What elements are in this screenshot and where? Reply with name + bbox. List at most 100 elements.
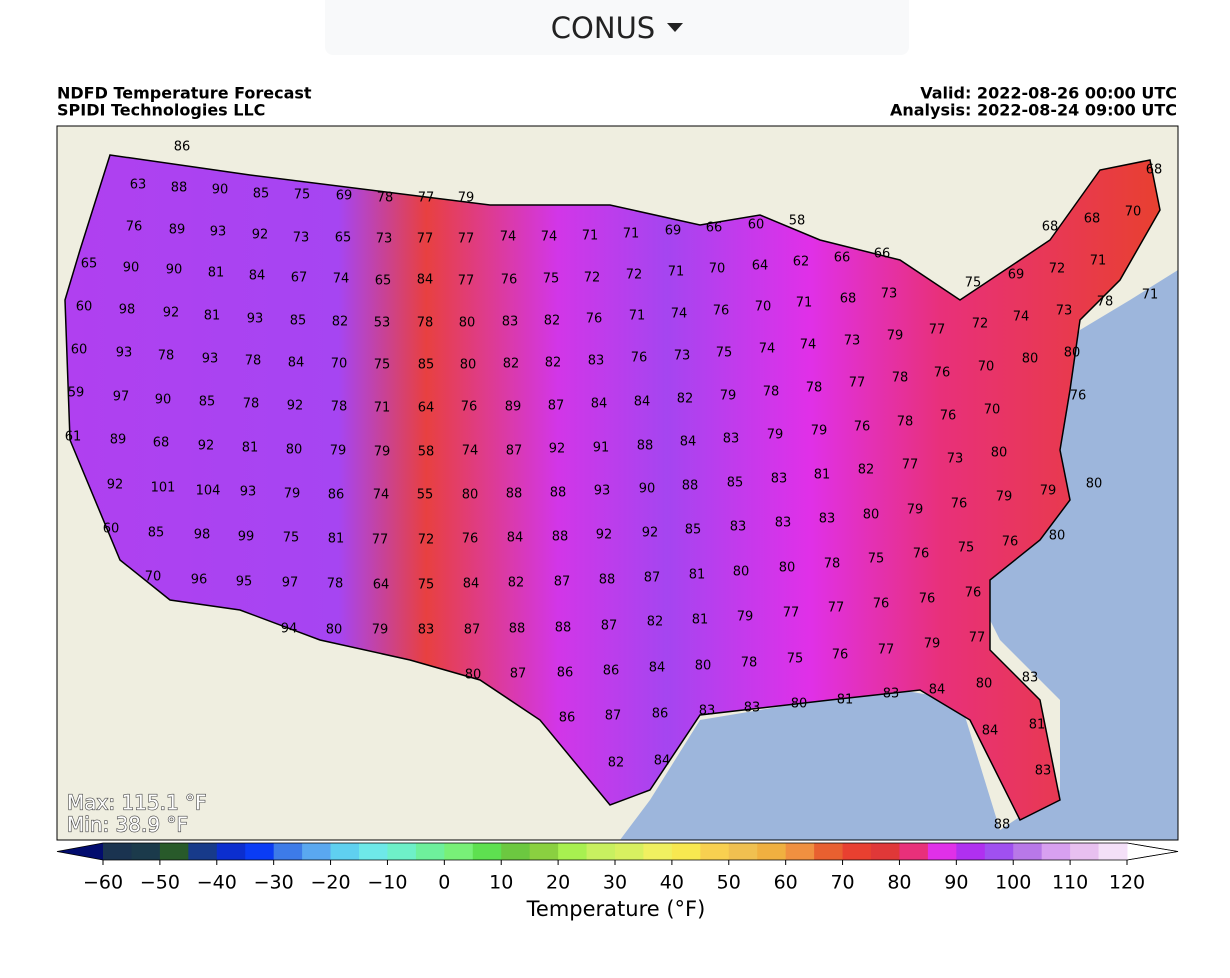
- land: [57, 126, 1178, 840]
- station-value: 78: [741, 656, 758, 671]
- station-value: 84: [249, 269, 266, 284]
- colorbar-tick-label: 50: [717, 872, 741, 894]
- station-value: 73: [844, 334, 861, 349]
- station-value: 90: [639, 482, 656, 497]
- colorbar-tick-label: 40: [660, 872, 684, 894]
- station-value: 77: [878, 643, 895, 658]
- station-value: 71: [623, 227, 640, 242]
- station-value: 75: [868, 552, 885, 567]
- colorbar-bin: [501, 843, 531, 860]
- station-value: 84: [463, 577, 480, 592]
- station-value: 98: [194, 528, 211, 543]
- colorbar-tick-label: −20: [311, 872, 351, 894]
- station-value: 76: [586, 312, 603, 327]
- region-label[interactable]: CONUS: [550, 10, 656, 45]
- station-value: 96: [191, 573, 208, 588]
- station-value: 74: [671, 307, 688, 322]
- colorbar-bin: [615, 843, 644, 860]
- station-value: 63: [130, 178, 147, 193]
- station-value: 68: [1042, 220, 1059, 235]
- station-value: 79: [887, 329, 904, 344]
- station-value: 83: [588, 354, 605, 369]
- station-value: 75: [294, 188, 311, 203]
- station-value: 78: [243, 397, 260, 412]
- station-value: 76: [713, 304, 730, 319]
- station-value: 71: [1142, 288, 1159, 303]
- station-value: 88: [506, 487, 523, 502]
- station-value: 81: [204, 309, 221, 324]
- station-value: 80: [462, 488, 479, 503]
- station-value: 66: [706, 221, 723, 236]
- colorbar-tick-label: −40: [197, 872, 237, 894]
- station-value: 78: [377, 191, 394, 206]
- colorbar-bin: [1013, 843, 1043, 860]
- station-value: 97: [282, 576, 299, 591]
- station-value: 55: [417, 488, 434, 503]
- station-value: 86: [603, 664, 620, 679]
- station-value: 76: [913, 547, 930, 562]
- station-value: 80: [465, 668, 482, 683]
- station-value: 80: [460, 358, 477, 373]
- caret[interactable]: [667, 22, 684, 33]
- station-value: 59: [68, 386, 85, 401]
- colorbar-bin: [330, 843, 360, 860]
- station-value: 79: [924, 637, 941, 652]
- station-value: 92: [198, 439, 215, 454]
- station-value: 58: [789, 214, 806, 229]
- station-value: 73: [293, 231, 310, 246]
- colorbar: −60 −50 −40 −30 −20 −10 0 10 20 30 40 50 60 70 80 90 100…: [56, 842, 1179, 894]
- station-value: 69: [336, 189, 353, 204]
- station-value: 78: [331, 400, 348, 415]
- station-value: 79: [767, 428, 784, 443]
- station-value: 81: [837, 693, 854, 708]
- station-value: 90: [212, 183, 229, 198]
- station-value: 90: [155, 393, 172, 408]
- station-value: 76: [126, 220, 143, 235]
- station-value: 76: [940, 409, 957, 424]
- station-value: 80: [991, 446, 1008, 461]
- station-value: 86: [652, 707, 669, 722]
- station-value: 79: [284, 487, 301, 502]
- station-value: 78: [245, 354, 262, 369]
- station-value: 74: [333, 272, 350, 287]
- colorbar-bin: [586, 843, 616, 860]
- station-value: 80: [863, 508, 880, 523]
- station-value: 81: [814, 468, 831, 483]
- station-value: 65: [375, 274, 392, 289]
- station-value: 86: [559, 711, 576, 726]
- station-value: 75: [958, 541, 975, 556]
- station-value: 70: [331, 357, 348, 372]
- station-value: 80: [1064, 346, 1081, 361]
- station-value: 78: [897, 415, 914, 430]
- station-value: 75: [543, 272, 560, 287]
- station-value: 76: [854, 420, 871, 435]
- station-value: 76: [1070, 389, 1087, 404]
- station-value: 88: [637, 439, 654, 454]
- colorbar-tick-label: 90: [944, 872, 968, 894]
- station-value: 79: [996, 490, 1013, 505]
- colorbar-bin: [387, 843, 417, 860]
- station-value: 74: [500, 230, 517, 245]
- station-value: 77: [969, 631, 986, 646]
- station-value: 92: [163, 306, 180, 321]
- colorbar-bin: [216, 843, 246, 860]
- station-value: 79: [811, 424, 828, 439]
- station-value: 82: [545, 356, 562, 371]
- station-value: 77: [929, 323, 946, 338]
- station-value: 81: [208, 266, 225, 281]
- station-value: 104: [196, 484, 221, 499]
- station-value: 83: [730, 520, 747, 535]
- station-value: 69: [665, 224, 682, 239]
- station-value: 78: [417, 316, 434, 331]
- station-value: 80: [779, 561, 796, 576]
- region-dropdown[interactable]: CONUS: [325, 0, 909, 55]
- colorbar-tick-label: 10: [489, 872, 513, 894]
- map-title: NDFD Temperature Forecast: [57, 84, 312, 103]
- station-value: 75: [787, 652, 804, 667]
- station-value: 82: [647, 615, 664, 630]
- station-value: 70: [145, 570, 162, 585]
- station-value: 85: [685, 523, 702, 538]
- station-value: 73: [881, 287, 898, 302]
- colorbar-tick-label: −30: [254, 872, 294, 894]
- station-value: 74: [759, 342, 776, 357]
